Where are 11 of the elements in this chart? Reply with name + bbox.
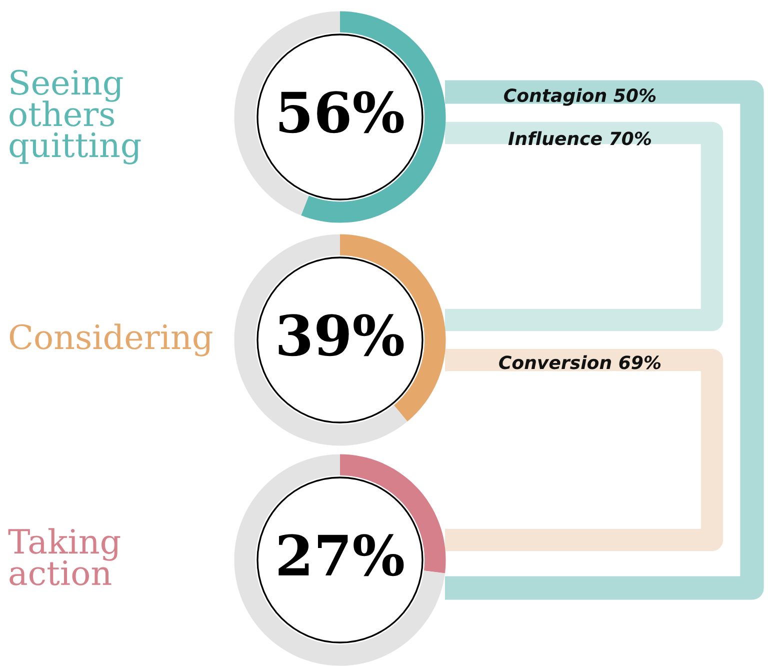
text: Seeing others quitting bbox=[10, 70, 141, 164]
data-label: 27% bbox=[278, 534, 404, 576]
donut-slice bbox=[234, 234, 408, 446]
donut-slice bbox=[234, 454, 445, 666]
data-label: 56% bbox=[280, 91, 404, 134]
text: Influence 70% bbox=[508, 131, 652, 146]
text: Considering bbox=[10, 324, 212, 356]
text: Taking action bbox=[8, 528, 120, 586]
data-label: 39% bbox=[278, 314, 404, 356]
text: Conversion 69% bbox=[499, 355, 661, 370]
text: Contagion 50% bbox=[504, 88, 656, 106]
